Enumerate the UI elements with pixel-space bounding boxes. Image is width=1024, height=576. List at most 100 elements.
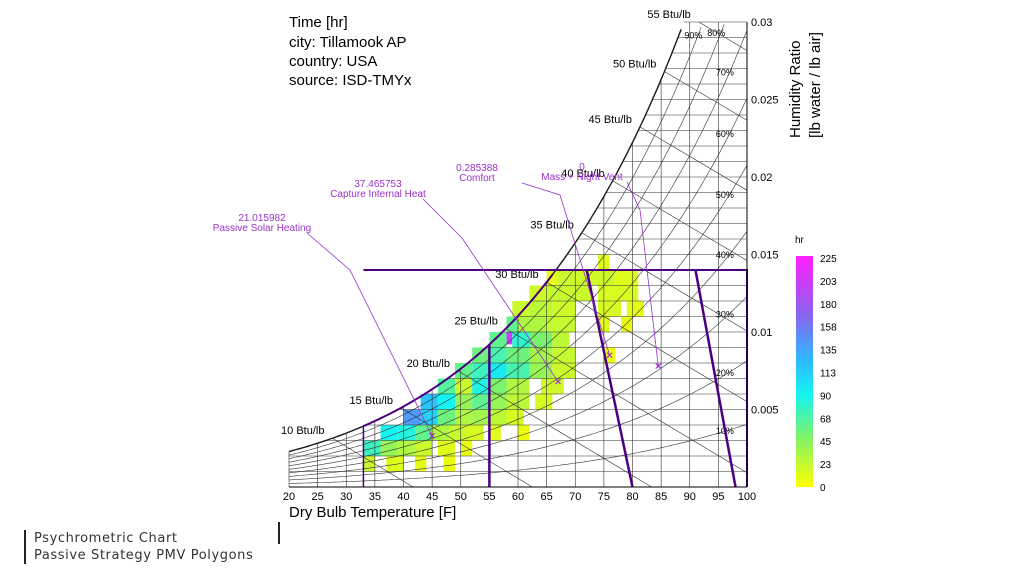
- x-tick-label: 60: [512, 491, 524, 503]
- footer-divider: [278, 522, 280, 544]
- x-tick-label: 65: [541, 491, 553, 503]
- enthalpy-label: 20 Btu/lb: [407, 358, 450, 370]
- hour-cell: [552, 301, 576, 317]
- hour-cell: [414, 456, 427, 472]
- night-vent-boundary: [694, 269, 737, 488]
- hour-cell: [455, 409, 473, 425]
- hour-cell: [529, 363, 553, 379]
- rh-curve: [288, 30, 748, 463]
- x-tick-label: 35: [369, 491, 381, 503]
- legend-tick-label: 180: [820, 300, 837, 311]
- strategy-marker: [655, 363, 662, 370]
- x-tick-label: 80: [626, 491, 638, 503]
- strategy-marker: [606, 352, 613, 359]
- enthalpy-label: 15 Btu/lb: [350, 395, 393, 407]
- enthalpy-label: 35 Btu/lb: [530, 220, 573, 232]
- legend-tick-label: 225: [820, 254, 837, 265]
- enthalpy-line: [332, 437, 414, 488]
- hour-cell: [489, 363, 507, 379]
- strategy-marker: [555, 378, 561, 385]
- x-tick-label: 30: [340, 491, 352, 503]
- hour-cell: [586, 270, 616, 286]
- enthalpy-line: [546, 281, 748, 402]
- x-tick-label: 25: [312, 491, 324, 503]
- footer-subtitle: Passive Strategy PMV Polygons: [34, 548, 254, 563]
- enthalpy-label: 10 Btu/lb: [281, 425, 324, 437]
- rh-curve: [288, 424, 748, 484]
- hour-cell: [386, 456, 404, 472]
- hour-cell: [598, 285, 639, 301]
- strategy-leader-line: [521, 182, 610, 356]
- strategy-name: Capture Internal Heat: [330, 189, 426, 200]
- rh-curve: [288, 27, 702, 456]
- hour-cell: [512, 301, 530, 317]
- axes: 20 25 30 35 40 45 50 55 60 65 70 75 80 85 90 95 100 0.005…: [283, 17, 779, 503]
- hour-cell: [443, 456, 456, 472]
- enthalpy-line: [581, 232, 748, 332]
- y-tick-label: 0.01: [751, 327, 772, 339]
- hour-cell: [489, 394, 507, 410]
- rh-label: 90%: [684, 31, 702, 41]
- hour-cell: [455, 378, 473, 394]
- legend-title: hr: [795, 235, 804, 246]
- strategy-value: 0.285388: [456, 163, 498, 174]
- y-tick-label: 0.025: [751, 95, 779, 107]
- hour-cell: [455, 363, 473, 379]
- hour-cell: [414, 440, 433, 456]
- enthalpy-line: [698, 21, 748, 51]
- chart-title: Time [hr]: [289, 14, 348, 31]
- hour-cell: [489, 409, 507, 425]
- hour-cell: [432, 425, 450, 441]
- hour-cell: [626, 301, 644, 317]
- hour-cell: [437, 394, 456, 410]
- hour-cell: [518, 316, 547, 332]
- hour-cell: [380, 425, 398, 441]
- rh-label: 30%: [716, 309, 734, 319]
- hour-cell: [489, 347, 507, 363]
- hour-cell: [506, 409, 524, 425]
- hour-cell: [529, 332, 553, 348]
- x-tick-label: 100: [738, 491, 756, 503]
- enthalpy-label: 50 Btu/lb: [613, 58, 656, 70]
- legend-tick-label: 23: [820, 460, 832, 471]
- legend-tick-label: 203: [820, 277, 837, 288]
- hour-cell: [540, 378, 564, 394]
- hour-cell: [512, 332, 530, 348]
- rh-curve: [288, 296, 748, 477]
- rh-label: 40%: [716, 250, 734, 260]
- enthalpy-label: 45 Btu/lb: [589, 114, 632, 126]
- strategy-value: 0: [579, 162, 585, 173]
- x-tick-label: 75: [598, 491, 610, 503]
- legend-tick-label: 68: [820, 414, 832, 425]
- y-tick-label: 0.02: [751, 172, 772, 184]
- source-label: source: ISD-TMYx: [289, 72, 412, 89]
- rh-curve: [288, 98, 748, 467]
- x-tick-label: 95: [712, 491, 724, 503]
- hour-cell: [466, 425, 484, 441]
- rh-label: 50%: [716, 190, 734, 200]
- city-label: city: Tillamook AP: [289, 34, 407, 51]
- hour-cell: [472, 347, 490, 363]
- hour-cell: [455, 394, 473, 410]
- hour-cell: [489, 378, 507, 394]
- hour-cell: [472, 363, 490, 379]
- hour-cell: [414, 425, 433, 441]
- enthalpy-line: [505, 328, 748, 473]
- hour-cell: [535, 394, 553, 410]
- x-tick-label: 85: [655, 491, 667, 503]
- hour-cell: [552, 347, 576, 363]
- legend-colorbar: [796, 256, 813, 487]
- x-tick-label: 45: [426, 491, 438, 503]
- hour-cell: [615, 270, 639, 286]
- hour-cell: [449, 425, 467, 441]
- strategy-value: 21.015982: [238, 213, 286, 224]
- x-tick-label: 40: [397, 491, 409, 503]
- hour-cell: [420, 394, 438, 410]
- enthalpy-label: 30 Btu/lb: [495, 269, 538, 281]
- strategy-name: Passive Solar Heating: [213, 223, 311, 234]
- enthalpy-line: [612, 180, 748, 261]
- legend-tick-label: 90: [820, 391, 832, 402]
- zone-saturation-edge: [363, 274, 554, 428]
- y-axis-label-line2: [lb water / lb air]: [807, 32, 824, 138]
